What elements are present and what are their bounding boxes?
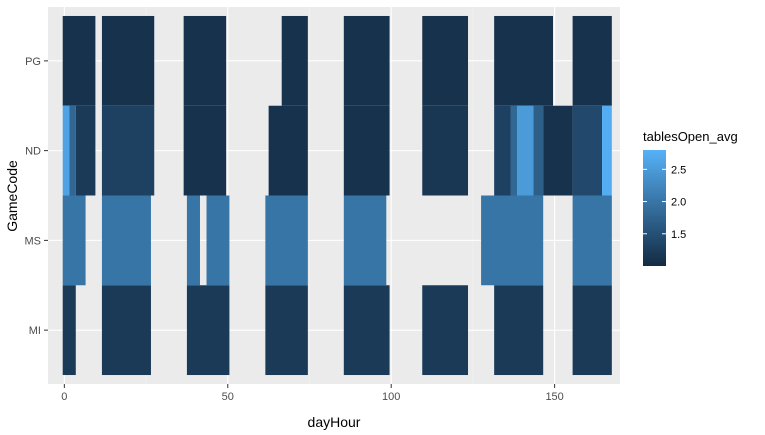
legend-tick-label: 1.5 [671, 229, 686, 241]
heatmap-tile-nd [62, 105, 70, 196]
legend-ticks: 1.5 2.0 2.5 [643, 164, 686, 241]
legend-tick-label: 2.0 [671, 197, 686, 209]
heatmap-tile-pg [572, 15, 612, 106]
heatmap-tile-nd [602, 105, 612, 196]
x-tick-label: 150 [545, 391, 563, 403]
heatmap-tile-mi [62, 285, 76, 376]
y-tick-label: ND [25, 146, 41, 158]
heatmap-tile-ms [206, 195, 230, 286]
heatmap-tile-nd [101, 105, 155, 196]
heatmap-tile-mi [572, 285, 612, 376]
heatmap-tile-nd [510, 105, 518, 196]
color-legend: tablesOpen_avg 1.5 2.0 2.5 [643, 129, 738, 266]
heatmap-tile-mi [494, 285, 544, 376]
heatmap-tile-pg [183, 15, 227, 106]
heatmap-tile-mi [343, 285, 390, 376]
heatmap-tile-pg [422, 15, 469, 106]
x-axis: 0 50 100 150 [61, 384, 564, 403]
heatmap-tile-mi [101, 285, 151, 376]
x-tick-label: 100 [382, 391, 400, 403]
heatmap-tile-nd [268, 105, 308, 196]
legend-tick-label: 2.5 [671, 164, 686, 176]
heatmap-tiles [62, 15, 612, 376]
heatmap-tile-nd [517, 105, 534, 196]
heatmap-tile-pg [343, 15, 390, 106]
heatmap-tile-nd [572, 105, 603, 196]
heatmap-tile-nd [343, 105, 390, 196]
heatmap-tile-nd [75, 105, 96, 196]
x-axis-title: dayHour [308, 414, 361, 430]
x-tick-label: 0 [61, 391, 67, 403]
legend-colorbar [643, 150, 666, 266]
heatmap-tile-pg [62, 15, 96, 106]
heatmap-tile-pg [101, 15, 155, 106]
heatmap-tile-ms [62, 195, 86, 286]
legend-title: tablesOpen_avg [643, 129, 738, 144]
heatmap-tile-ms [186, 195, 200, 286]
heatmap-tile-ms [343, 195, 387, 286]
heatmap-tile-mi [265, 285, 308, 376]
y-axis-title: GameCode [4, 160, 20, 232]
heatmap-tile-ms [572, 195, 612, 286]
heatmap-tile-ms [265, 195, 308, 286]
heatmap-tile-ms [101, 195, 151, 286]
heatmap-tile-mi [422, 285, 469, 376]
y-tick-label: MI [29, 325, 41, 337]
heatmap-tile-nd [183, 105, 227, 196]
y-tick-label: PG [25, 56, 41, 68]
y-axis: PG ND MS MI [25, 56, 48, 337]
heatmap-tile-pg [494, 15, 553, 106]
heatmap-tile-pg [281, 15, 308, 106]
x-tick-label: 50 [222, 391, 234, 403]
heatmap-tile-mi [186, 285, 230, 376]
heatmap-tile-nd [543, 105, 573, 196]
heatmap-tile-nd [422, 105, 469, 196]
heatmap-tile-nd [69, 105, 76, 196]
y-tick-label: MS [25, 235, 42, 247]
heatmap-tile-nd [494, 105, 511, 196]
heatmap-tile-nd [533, 105, 544, 196]
heatmap-tile-ms [481, 195, 544, 286]
